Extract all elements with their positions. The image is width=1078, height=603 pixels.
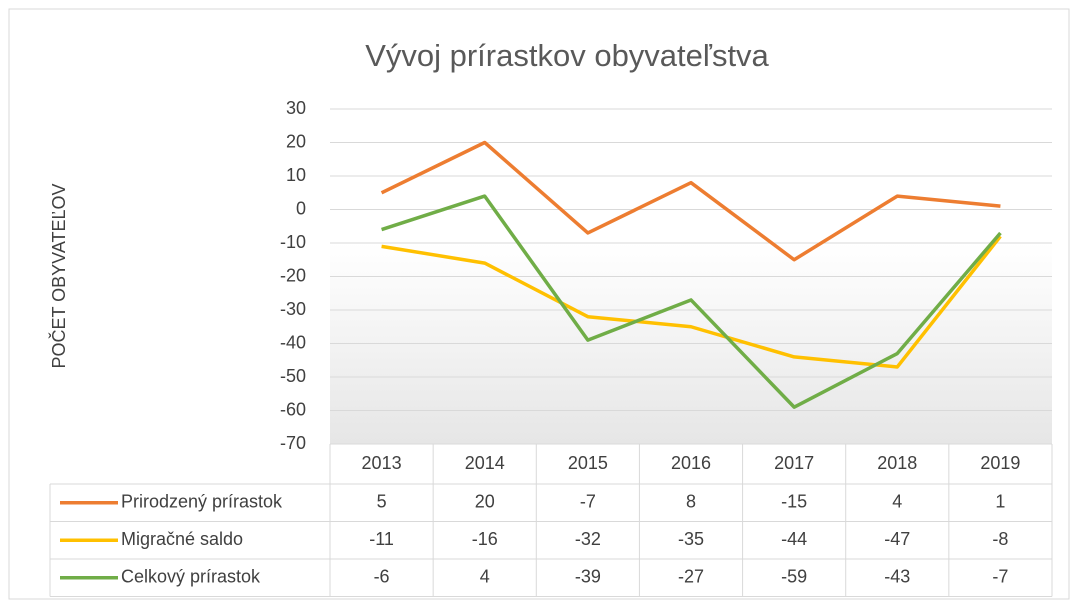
y-axis-label: POČET OBYVATEĽOV [48, 183, 69, 368]
table-value: -7 [992, 567, 1008, 587]
y-tick-label: 10 [286, 165, 306, 185]
table-value: 4 [480, 567, 490, 587]
table-value: 4 [892, 492, 902, 512]
x-tick-label: 2015 [568, 453, 608, 473]
table-value: -39 [575, 567, 601, 587]
table-value: -44 [781, 529, 807, 549]
y-tick-label: -40 [280, 332, 306, 352]
table-value: 5 [377, 492, 387, 512]
y-tick-label: -10 [280, 232, 306, 252]
x-tick-label: 2016 [671, 453, 711, 473]
y-tick-label: -60 [280, 399, 306, 419]
series-line [381, 194, 1002, 409]
x-tick-label: 2019 [980, 453, 1020, 473]
table-value: -16 [472, 529, 498, 549]
table-value: -27 [678, 567, 704, 587]
table-value: 8 [686, 492, 696, 512]
legend-label: Celkový prírastok [121, 567, 261, 587]
table-value: -59 [781, 567, 807, 587]
table-value: -6 [374, 567, 390, 587]
table-value: 20 [475, 492, 495, 512]
y-tick-label: 0 [296, 198, 306, 218]
table-value: -8 [992, 529, 1008, 549]
x-tick-label: 2018 [877, 453, 917, 473]
y-tick-label: -20 [280, 265, 306, 285]
table-value: -35 [678, 529, 704, 549]
table-value: -32 [575, 529, 601, 549]
series-line [380, 140, 1001, 262]
table-value: -7 [580, 492, 596, 512]
chart-title: Vývoj prírastkov obyvateľstva [365, 38, 769, 73]
legend-label: Migračné saldo [121, 529, 243, 549]
table-value: 1 [995, 492, 1005, 512]
y-tick-label: -30 [280, 299, 306, 319]
table-value: -11 [369, 529, 394, 549]
y-tick-label: -50 [280, 366, 306, 386]
y-tick-label: 30 [286, 98, 306, 118]
series-line [381, 235, 1002, 369]
y-tick-label: -70 [280, 433, 306, 453]
legend-label: Prirodzený prírastok [121, 492, 283, 512]
y-tick-label: 20 [286, 131, 306, 151]
table-value: -43 [884, 567, 910, 587]
table-value: -47 [884, 529, 910, 549]
table-value: -15 [781, 492, 807, 512]
x-tick-label: 2017 [774, 453, 814, 473]
x-tick-label: 2013 [362, 453, 402, 473]
x-tick-label: 2014 [465, 453, 505, 473]
